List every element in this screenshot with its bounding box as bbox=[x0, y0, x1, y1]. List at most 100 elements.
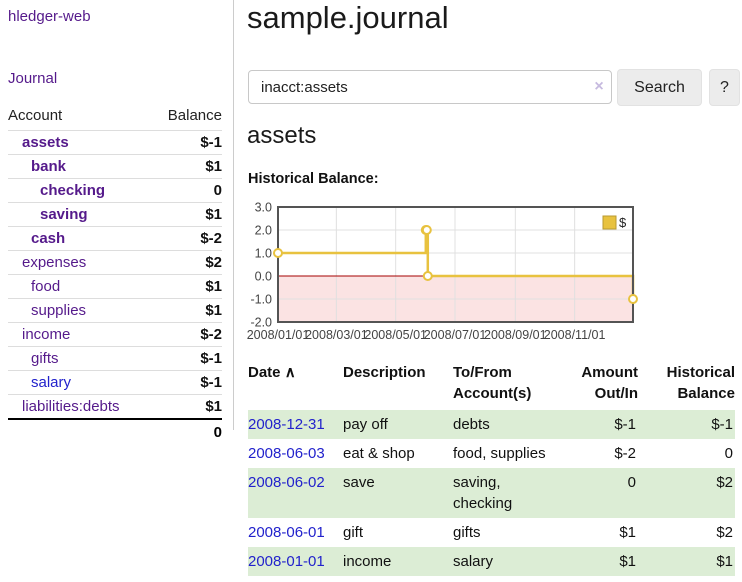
transaction-amount: $1 bbox=[619, 524, 636, 541]
transaction-date-link[interactable]: 2008-06-01 bbox=[248, 524, 325, 541]
account-row: income $-2 bbox=[8, 322, 222, 347]
transaction-balance: 0 bbox=[724, 445, 733, 462]
account-row: bank $1 bbox=[8, 154, 222, 179]
account-row: salary $-1 bbox=[8, 370, 222, 395]
data-point-marker bbox=[422, 271, 433, 281]
data-point-marker bbox=[421, 225, 432, 235]
transaction-row: 2008-06-01 gift gifts $1 $2 bbox=[248, 518, 735, 547]
transaction-row: 2008-06-03 eat & shop food, supplies $-2 0 bbox=[248, 439, 735, 468]
transaction-row: 2008-12-31 pay off debts $-1 $-1 bbox=[248, 410, 735, 439]
transaction-balance: $1 bbox=[716, 553, 733, 570]
account-balance: $-2 bbox=[152, 226, 222, 251]
accounts-balance-table: Account Balance assets $-1 bank $1 checking 0… bbox=[8, 104, 222, 445]
balance-column-header: Balance bbox=[152, 104, 222, 131]
svg-text:1.0: 1.0 bbox=[255, 247, 272, 261]
account-balance: $-1 bbox=[200, 134, 222, 151]
sidebar-item-journal[interactable]: Journal bbox=[8, 70, 58, 87]
app-brand-link[interactable]: hledger-web bbox=[8, 8, 91, 25]
svg-text:2008/03/01: 2008/03/01 bbox=[305, 328, 368, 342]
svg-text:2008/11/01: 2008/11/01 bbox=[544, 328, 606, 342]
data-point-marker bbox=[628, 294, 638, 304]
account-balance: $1 bbox=[152, 298, 222, 323]
page-title: sample.journal bbox=[247, 0, 449, 35]
transaction-balance: $2 bbox=[716, 524, 733, 541]
transaction-date-link[interactable]: 2008-12-31 bbox=[248, 416, 325, 433]
account-row: food $1 bbox=[8, 274, 222, 299]
account-balance: $1 bbox=[152, 394, 222, 419]
account-link[interactable]: gifts bbox=[31, 350, 59, 367]
account-link[interactable]: food bbox=[31, 278, 61, 295]
account-link[interactable]: expenses bbox=[22, 254, 87, 271]
legend-swatch bbox=[602, 215, 617, 230]
register-header-row: Date ∧ Description To/From Account(s) Am… bbox=[248, 359, 735, 410]
account-row: checking 0 bbox=[8, 178, 222, 203]
transaction-amount: 0 bbox=[627, 474, 636, 491]
clear-search-icon[interactable]: × bbox=[594, 78, 604, 95]
account-balance: $-1 bbox=[152, 370, 222, 395]
account-balance: $-2 bbox=[152, 322, 222, 347]
account-link[interactable]: assets bbox=[22, 134, 69, 151]
svg-text:-1.0: -1.0 bbox=[250, 293, 272, 307]
svg-text:2008/01/01: 2008/01/01 bbox=[247, 328, 310, 342]
register-table: Date ∧ Description To/From Account(s) Am… bbox=[248, 359, 735, 576]
account-link[interactable]: supplies bbox=[31, 302, 87, 319]
svg-text:-2.0: -2.0 bbox=[250, 316, 272, 330]
account-balance: $2 bbox=[152, 250, 222, 275]
date-header-label: Date bbox=[248, 364, 281, 381]
account-link[interactable]: bank bbox=[31, 158, 67, 175]
search-button[interactable]: Search bbox=[617, 69, 702, 106]
transaction-description: gift bbox=[343, 524, 364, 541]
transaction-amount: $-1 bbox=[614, 416, 636, 433]
account-link[interactable]: checking bbox=[40, 182, 106, 199]
account-balance: 0 bbox=[152, 178, 222, 203]
accounts-total-row: 0 bbox=[8, 418, 222, 445]
transaction-balance: $2 bbox=[716, 474, 733, 491]
balance-column-header-register: Historical Balance bbox=[666, 364, 735, 402]
accounts-column-header: To/From Account(s) bbox=[453, 364, 532, 402]
transaction-row: 2008-06-02 save saving, checking 0 $2 bbox=[248, 468, 735, 518]
transaction-accounts: salary bbox=[453, 553, 494, 570]
account-heading: assets bbox=[247, 122, 317, 149]
transaction-amount: $1 bbox=[619, 553, 636, 570]
search-input[interactable] bbox=[248, 70, 612, 104]
accounts-total-value: 0 bbox=[152, 418, 222, 445]
account-row: saving $1 bbox=[8, 202, 222, 227]
data-point-marker bbox=[273, 248, 283, 258]
chart-title: Historical Balance: bbox=[248, 171, 379, 187]
transaction-date-link[interactable]: 2008-06-03 bbox=[248, 445, 325, 462]
transaction-date-link[interactable]: 2008-06-02 bbox=[248, 474, 325, 491]
account-balance: $-1 bbox=[152, 346, 222, 371]
transaction-description: income bbox=[343, 553, 392, 570]
transaction-description: eat & shop bbox=[343, 445, 415, 462]
account-link[interactable]: saving bbox=[40, 206, 88, 223]
amount-column-header: Amount Out/In bbox=[581, 364, 638, 402]
account-link[interactable]: cash bbox=[31, 230, 66, 247]
account-row: supplies $1 bbox=[8, 298, 222, 323]
transaction-accounts: debts bbox=[453, 416, 490, 433]
account-link[interactable]: liabilities:debts bbox=[22, 398, 120, 415]
account-row: gifts $-1 bbox=[8, 346, 222, 371]
account-link[interactable]: income bbox=[22, 326, 71, 343]
svg-text:2008/09/01: 2008/09/01 bbox=[484, 328, 547, 342]
account-balance: $1 bbox=[152, 154, 222, 179]
account-link[interactable]: salary bbox=[31, 374, 72, 391]
date-column-header[interactable]: Date ∧ bbox=[248, 359, 343, 410]
account-column-header: Account bbox=[8, 104, 152, 131]
transaction-row: 2008-01-01 income salary $1 $1 bbox=[248, 547, 735, 576]
transaction-date-link[interactable]: 2008-01-01 bbox=[248, 553, 325, 570]
svg-text:0.0: 0.0 bbox=[255, 270, 272, 284]
account-balance: $1 bbox=[152, 202, 222, 227]
historical-balance-chart: 3.0 2.0 1.0 0.0 -1.0 -2.02008/01/012008/03/01… bbox=[247, 201, 638, 342]
account-row: assets $-1 bbox=[8, 131, 222, 155]
plot-border bbox=[277, 206, 634, 323]
svg-text:2.0: 2.0 bbox=[255, 224, 272, 238]
account-balance: $1 bbox=[152, 274, 222, 299]
transaction-amount: $-2 bbox=[614, 445, 636, 462]
description-column-header: Description bbox=[343, 364, 426, 381]
svg-text:3.0: 3.0 bbox=[255, 201, 272, 215]
transaction-description: pay off bbox=[343, 416, 388, 433]
accounts-table-header: Account Balance bbox=[8, 104, 222, 131]
help-button[interactable]: ? bbox=[709, 69, 740, 106]
transaction-accounts: food, supplies bbox=[453, 445, 546, 462]
